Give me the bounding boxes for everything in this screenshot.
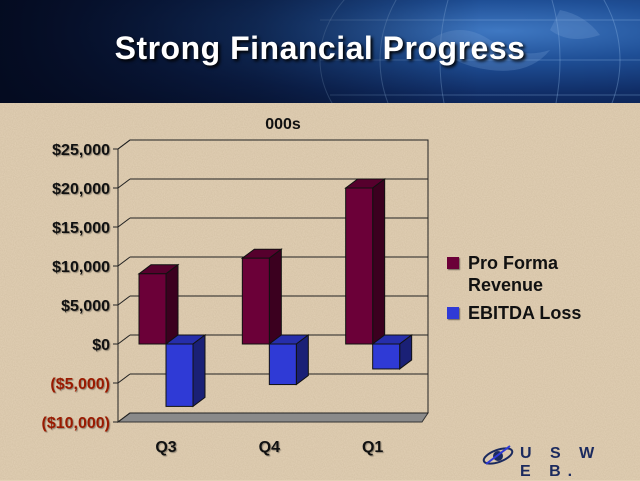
gridline-diag — [117, 178, 131, 189]
x-tick-label: Q3 — [155, 439, 176, 456]
logo-swoosh-icon — [482, 445, 514, 465]
legend-swatch-revenue — [447, 257, 459, 269]
legend-swatch-ebitda — [447, 307, 459, 319]
gridline-diag — [117, 256, 131, 267]
bar-side — [165, 263, 179, 345]
gridline-diag — [117, 412, 131, 423]
x-tick-label: Q4 — [259, 439, 280, 456]
y-tick-label: $20,000 — [52, 181, 110, 198]
y-tick-labels: $25,000 $20,000 $15,000 $10,000 $5,000 $0 ($5,… — [42, 142, 111, 432]
bar-side — [192, 334, 206, 408]
banner-shade — [0, 0, 640, 103]
y-tick-label: $10,000 — [52, 259, 110, 276]
bar-ebitda-q3 — [164, 334, 207, 408]
bar-front — [138, 273, 167, 345]
bar-front — [345, 187, 374, 345]
slide-title: Strong Financial Progress — [114, 30, 526, 66]
bar-front — [268, 343, 297, 386]
bar-side — [268, 248, 282, 345]
x-tick-labels: Q3 Q4 Q1 — [155, 439, 383, 456]
y-tick-label: $0 — [92, 337, 110, 354]
bar-revenue-q1 — [344, 178, 387, 345]
bar-side — [372, 178, 386, 345]
bar-front — [165, 343, 194, 407]
y-tick-label: $25,000 — [52, 142, 110, 159]
gridline-diag — [117, 334, 131, 345]
bar-front — [372, 343, 401, 370]
plot-floor — [116, 412, 429, 423]
gridline-diag — [117, 373, 131, 384]
bar-side — [295, 334, 309, 386]
y-tick-label: $15,000 — [52, 220, 110, 237]
bars — [137, 178, 414, 408]
legend-label-ebitda: EBITDA Loss — [468, 303, 582, 323]
bar-ebitda-q1 — [371, 334, 414, 370]
legend-item-revenue: Pro Forma Revenue — [447, 252, 637, 296]
bar-revenue-q3 — [137, 263, 180, 345]
y-tick-label: ($5,000) — [50, 376, 110, 393]
legend-item-ebitda: EBITDA Loss — [447, 302, 637, 324]
usweb-logo: U S W E B. — [480, 440, 630, 480]
y-tick-label: $5,000 — [61, 298, 110, 315]
bar-front — [241, 257, 270, 345]
gridline-diag — [117, 217, 131, 228]
gridline-diag — [117, 295, 131, 306]
legend-label-revenue: Pro Forma Revenue — [468, 253, 559, 295]
logo-text: U S W E B. — [520, 445, 602, 480]
unit-label: 000s — [265, 116, 301, 133]
bar-ebitda-q4 — [267, 334, 310, 386]
x-tick-label: Q1 — [362, 439, 383, 456]
legend: Pro Forma Revenue EBITDA Loss — [447, 252, 637, 330]
y-tick-label: ($10,000) — [42, 415, 111, 432]
title-banner: Strong Financial Progress — [0, 0, 640, 103]
gridline-diag — [117, 139, 131, 150]
bar-revenue-q4 — [240, 248, 283, 345]
